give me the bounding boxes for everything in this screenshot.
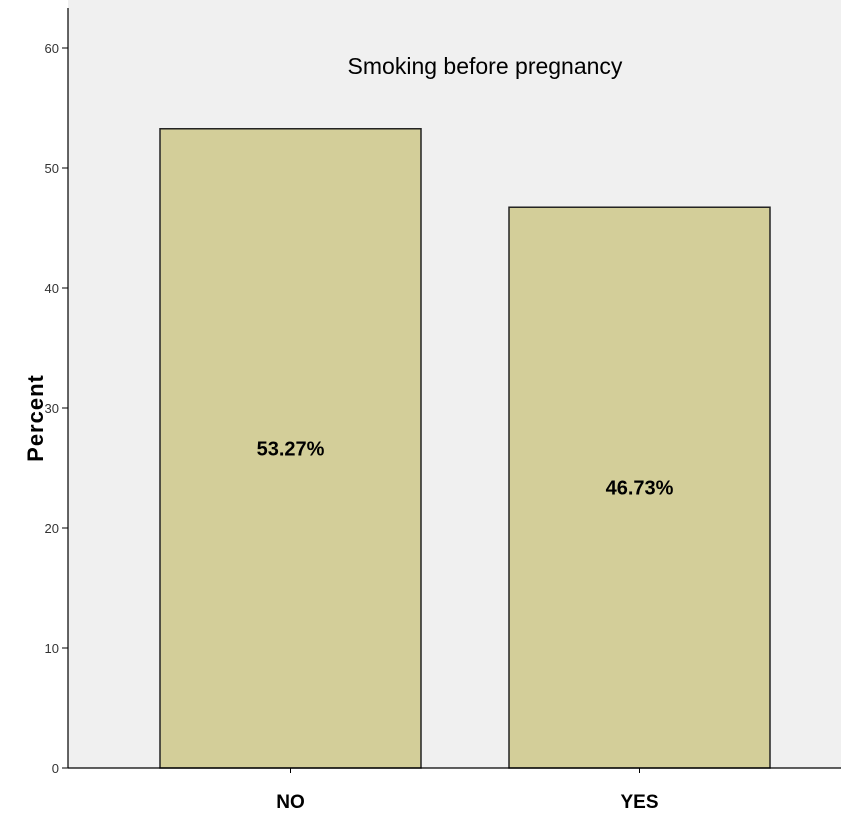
- x-tick-label-yes: YES: [620, 792, 658, 813]
- y-axis-title: Percent: [23, 374, 48, 462]
- y-tick-label: 30: [45, 401, 59, 416]
- bar-yes: [508, 206, 771, 769]
- chart-title: Smoking before pregnancy: [348, 53, 623, 79]
- data-label-yes: 46.73%: [606, 478, 674, 500]
- bars: 53.27% 46.73%: [159, 128, 771, 769]
- axes: NO YES 0 10 20 30 40 50 60: [45, 8, 841, 813]
- y-tick-label: 10: [45, 641, 59, 656]
- y-tick-label: 50: [45, 161, 59, 176]
- y-tick-label: 0: [52, 761, 59, 776]
- y-tick-label: 40: [45, 281, 59, 296]
- data-label-no: 53.27%: [257, 438, 325, 460]
- x-tick-label-no: NO: [276, 792, 305, 813]
- bar-no: [159, 128, 422, 769]
- y-tick-label: 20: [45, 521, 59, 536]
- y-tick-label: 60: [45, 41, 59, 56]
